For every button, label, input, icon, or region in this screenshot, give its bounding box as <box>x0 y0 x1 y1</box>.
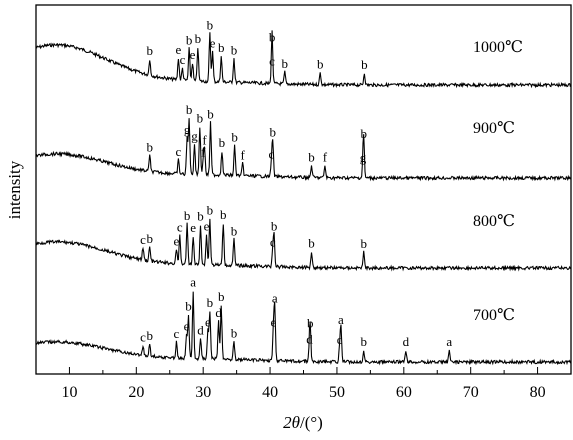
x-ticks: 10 20 30 40 50 60 70 80 <box>35 367 572 401</box>
peak-label: e <box>205 315 211 330</box>
peak-label: b <box>146 231 153 246</box>
peak-label: b <box>184 208 191 223</box>
peak-label: a <box>446 334 452 349</box>
peak-label: b <box>308 150 315 165</box>
x-tick-label: 40 <box>262 384 278 401</box>
peak-label: c <box>269 54 275 69</box>
peak-label: e <box>190 47 196 62</box>
peak-label: c <box>140 329 146 344</box>
peak-label: c <box>177 220 183 235</box>
peak-label: b <box>282 56 289 71</box>
series-temperature-label: 900℃ <box>473 120 515 137</box>
peak-label: f <box>202 133 207 148</box>
series-line <box>35 291 572 366</box>
x-axis-label: 2θ/(°) <box>283 413 323 432</box>
peak-label: b <box>218 289 225 304</box>
peak-label: e <box>271 315 277 330</box>
peak-label: b <box>207 295 214 310</box>
x-tick-label: 80 <box>530 384 546 401</box>
temperature-labels: 1000℃ 900℃ 800℃ 700℃ <box>473 39 523 324</box>
x-tick-label: 20 <box>128 384 144 401</box>
peak-label: d <box>215 305 222 320</box>
x-axis-unit: /(°) <box>300 413 323 432</box>
peak-label: b <box>317 57 324 72</box>
peak-label: b <box>307 315 314 330</box>
peak-label: b <box>146 43 153 58</box>
series-temperature-label: 800℃ <box>473 213 515 230</box>
peak-label: b <box>361 57 368 72</box>
peak-label: c <box>269 147 275 162</box>
series-temperature-label: 700℃ <box>473 307 515 324</box>
series-layer <box>35 30 572 366</box>
peak-label: a <box>190 274 196 289</box>
peak-label: b <box>269 30 276 45</box>
peak-label: a <box>272 291 278 306</box>
x-tick-label: 50 <box>329 384 345 401</box>
peak-label: e <box>184 318 190 333</box>
peak-label: b <box>231 129 238 144</box>
x-tick-label: 70 <box>463 384 479 401</box>
peak-label: b <box>207 203 214 218</box>
peak-label: b <box>231 325 238 340</box>
x-tick-label: 10 <box>61 384 77 401</box>
peak-label: f <box>201 145 206 160</box>
peak-label: f <box>240 148 245 163</box>
peak-label: c <box>180 52 186 67</box>
peak-label: f <box>323 150 328 165</box>
peak-label: b <box>146 328 153 343</box>
peak-label: c <box>176 144 182 159</box>
peak-label: b <box>207 107 214 122</box>
peak-label: d <box>197 323 204 338</box>
peak-label: b <box>219 135 226 150</box>
peak-label: a <box>338 312 344 327</box>
x-tick-label: 60 <box>396 384 412 401</box>
peak-label: b <box>220 207 227 222</box>
peak-label: e <box>210 36 216 51</box>
peak-label: b <box>207 18 214 33</box>
peak-label: b <box>197 110 204 125</box>
peak-label: b <box>197 208 204 223</box>
peak-label: c <box>337 332 343 347</box>
y-axis-label: intensity <box>5 160 24 219</box>
peak-label: e <box>176 42 182 57</box>
series-line <box>36 30 572 89</box>
peak-label: b <box>231 42 238 57</box>
peak-label: e <box>204 219 210 234</box>
peak-label: e <box>190 220 196 235</box>
peak-label: b <box>195 31 202 46</box>
peak-label: b <box>360 236 367 251</box>
peak-label: e <box>174 234 180 249</box>
peak-label: b <box>186 33 193 48</box>
peak-label: b <box>146 139 153 154</box>
peak-label: g <box>191 128 198 143</box>
peak-label: c <box>270 235 276 250</box>
x-tick-label: 30 <box>195 384 211 401</box>
peak-label: c <box>140 232 146 247</box>
peak-label: g <box>184 122 191 137</box>
peak-label: b <box>308 236 315 251</box>
peak-label: c <box>174 326 180 341</box>
peak-label: g <box>360 150 367 165</box>
peak-label: b <box>271 219 278 234</box>
peak-label: b <box>269 125 276 140</box>
peak-label: b <box>218 40 225 55</box>
peak-label: b <box>186 102 193 117</box>
series-temperature-label: 1000℃ <box>473 39 523 56</box>
peak-label: b <box>360 126 367 141</box>
peak-label: b <box>360 334 367 349</box>
peak-label: d <box>306 331 313 346</box>
peak-label: b <box>231 223 238 238</box>
x-axis-symbol: 2θ <box>283 413 300 432</box>
peak-label: d <box>403 334 410 349</box>
series-line <box>35 118 572 182</box>
series-line <box>35 218 572 272</box>
peak-label: b <box>185 298 192 313</box>
